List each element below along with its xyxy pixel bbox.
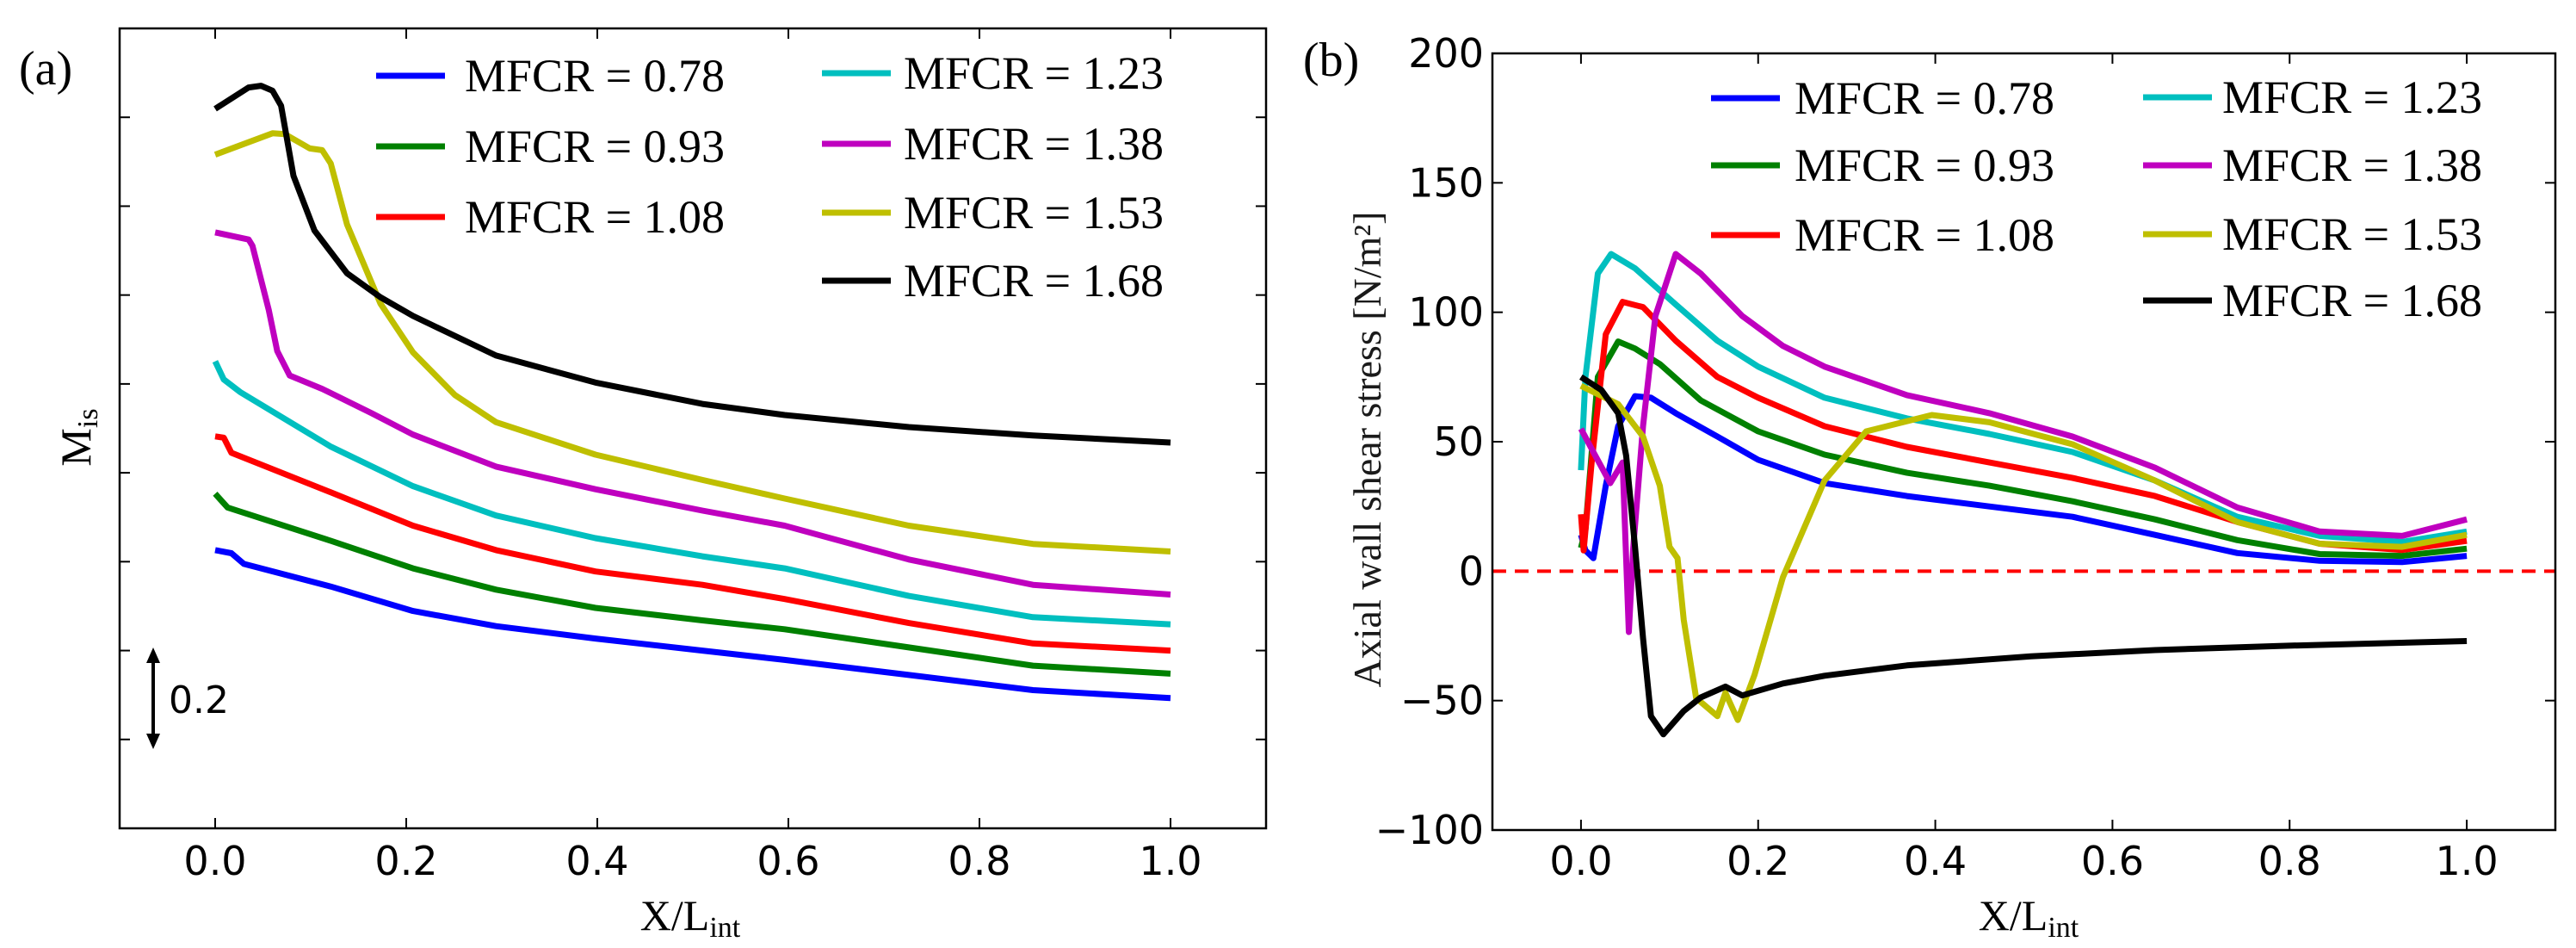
panel-a-chart: (a) Mis X/Lint 0.2 0.0 0.2 0.4 0.6 0.8 1.0 MFC… — [19, 27, 1268, 944]
y-tick-label: 150 — [1408, 159, 1484, 206]
series-line-138 — [214, 229, 1171, 598]
x-tick-label: 1.0 — [1139, 838, 1202, 884]
plot-area — [212, 83, 1171, 702]
series-line-123 — [1578, 251, 2468, 545]
legend-item: MFCR = 1.23 — [822, 47, 1164, 99]
legend-label: MFCR = 1.38 — [2222, 139, 2482, 191]
plot-frame — [1491, 52, 2557, 832]
x-tick-label: 0.2 — [374, 838, 437, 884]
series-line-093 — [213, 492, 1171, 677]
series-line-078 — [1578, 393, 2468, 566]
x-tick-label: 1.0 — [2436, 838, 2499, 884]
legend: MFCR = 0.78 MFCR = 0.93 MFCR = 1.08 MFCR = … — [1711, 71, 2482, 326]
panel-a-label: (a) — [19, 42, 72, 96]
scale-bar-label: 0.2 — [169, 678, 229, 722]
legend-item: MFCR = 1.38 — [2143, 139, 2482, 191]
legend-item: MFCR = 1.68 — [822, 255, 1164, 307]
series-line-138 — [1578, 251, 2468, 635]
panel-b-ylabel: Axial wall shear stress [N/m²] — [1345, 212, 1389, 688]
series-line-153 — [1579, 382, 2468, 723]
legend-label: MFCR = 1.68 — [2222, 275, 2482, 326]
legend-item: MFCR = 1.08 — [1711, 209, 2054, 261]
x-tick-label: 0.8 — [948, 838, 1010, 884]
x-tick-label: 0.4 — [565, 838, 628, 884]
y-tick-label: −50 — [1400, 678, 1484, 724]
legend-item: MFCR = 1.68 — [2143, 275, 2482, 326]
legend-label: MFCR = 1.08 — [1795, 209, 2054, 261]
plot-frame — [118, 27, 1268, 830]
panel-b-chart: (b) Axial wall shear stress [N/m²] X/Lin… — [1303, 30, 2557, 944]
legend-item: MFCR = 0.78 — [376, 50, 725, 102]
x-tick-label: 0.0 — [1549, 838, 1612, 884]
legend-item: MFCR = 1.53 — [2143, 208, 2482, 260]
legend-item: MFCR = 1.53 — [822, 187, 1164, 239]
legend-item: MFCR = 1.38 — [822, 118, 1164, 170]
legend-item: MFCR = 1.23 — [2143, 71, 2482, 123]
legend-label: MFCR = 0.93 — [465, 121, 725, 172]
y-tick-label: −100 — [1375, 807, 1484, 853]
legend-item: MFCR = 0.93 — [1711, 139, 2054, 191]
legend-item: MFCR = 0.78 — [1711, 72, 2054, 124]
legend: MFCR = 0.78 MFCR = 0.93 MFCR = 1.08 MFCR = … — [376, 47, 1164, 307]
y-tick-label: 50 — [1433, 418, 1484, 465]
series-line-108 — [214, 433, 1171, 654]
legend-item: MFCR = 1.08 — [376, 191, 725, 243]
panel-b-xlabel: X/Lint — [1979, 891, 2079, 944]
legend-item: MFCR = 0.93 — [376, 121, 725, 172]
series-line-168 — [1579, 374, 2468, 738]
y-tick-label: 0 — [1459, 548, 1484, 594]
x-tick-label: 0.6 — [2081, 838, 2144, 884]
panel-a-ylabel: Mis — [52, 408, 104, 466]
series-line-153 — [213, 130, 1171, 555]
y-tick-label: 100 — [1408, 289, 1484, 336]
panel-a-xlabel: X/Lint — [640, 891, 741, 944]
legend-label: MFCR = 1.23 — [2222, 71, 2482, 123]
series-line-093 — [1578, 338, 2468, 560]
x-tick-label: 0.6 — [757, 838, 819, 884]
legend-label: MFCR = 0.78 — [465, 50, 725, 102]
legend-label: MFCR = 1.68 — [904, 255, 1164, 307]
plot-area — [1492, 251, 2555, 738]
x-tick-label: 0.8 — [2258, 838, 2321, 884]
legend-label: MFCR = 0.93 — [1795, 139, 2054, 191]
legend-label: MFCR = 1.53 — [2222, 208, 2482, 260]
legend-label: MFCR = 1.53 — [904, 187, 1164, 239]
panel-b-label: (b) — [1303, 34, 1359, 87]
legend-label: MFCR = 1.08 — [465, 191, 725, 243]
legend-label: MFCR = 1.38 — [904, 118, 1164, 170]
scale-bar: 0.2 — [146, 647, 229, 749]
series-line-078 — [214, 547, 1171, 702]
series-line-123 — [212, 360, 1171, 628]
series-line-168 — [213, 83, 1171, 446]
legend-label: MFCR = 1.23 — [904, 47, 1164, 99]
legend-label: MFCR = 0.78 — [1795, 72, 2054, 124]
y-tick-label: 200 — [1408, 30, 1484, 77]
x-tick-label: 0.4 — [1904, 838, 1967, 884]
x-tick-label: 0.2 — [1727, 838, 1789, 884]
x-tick-label: 0.0 — [183, 838, 246, 884]
